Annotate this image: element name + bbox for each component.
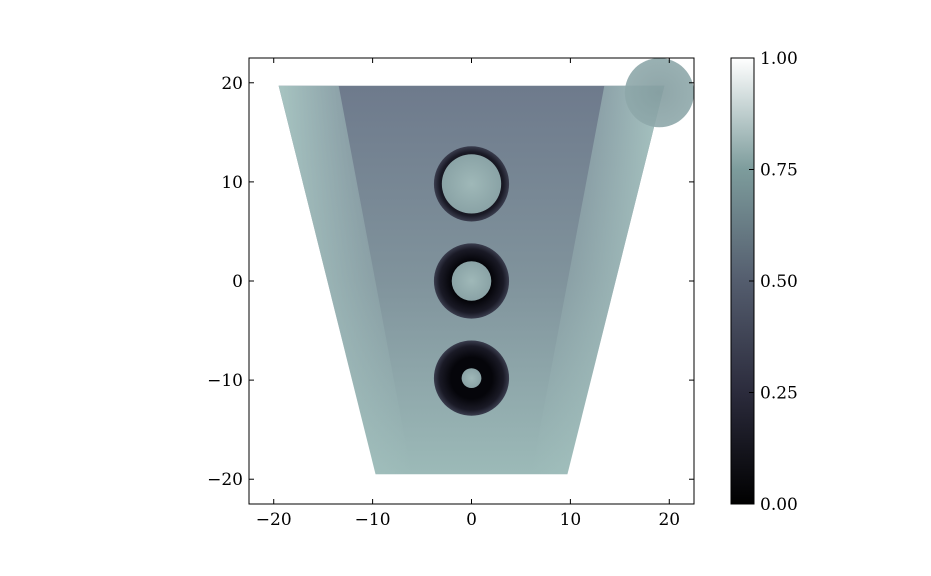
trapezoid-right-edge-glow xyxy=(531,85,665,475)
colorbar-ticks xyxy=(749,57,754,505)
colorbar-tick-label: 1.00 xyxy=(760,49,798,69)
colorbar xyxy=(731,58,754,504)
x-tick-label: 10 xyxy=(560,510,582,530)
colorbar-tick-labels: 0.00 0.25 0.50 0.75 1.00 xyxy=(760,49,798,515)
heatmap-image xyxy=(278,58,694,475)
corner-disk xyxy=(624,58,694,128)
colorbar-tick-label: 0.50 xyxy=(760,272,798,292)
hole-core-2 xyxy=(451,261,492,301)
axis-tick-labels: −20 −10 0 10 20 −20 −10 0 10 20 xyxy=(207,74,680,530)
x-tick-label: −20 xyxy=(256,510,292,530)
colorbar-tick-label: 0.75 xyxy=(760,161,798,181)
y-tick-label: 0 xyxy=(232,272,243,292)
hole-core-3 xyxy=(461,368,482,389)
hole-core-1 xyxy=(441,154,502,214)
axis-ticks xyxy=(249,58,694,504)
y-tick-label: −10 xyxy=(207,371,243,391)
colorbar-tick-label: 0.00 xyxy=(760,495,798,515)
colorbar-tick-label: 0.25 xyxy=(760,384,798,404)
trapezoid-left-edge-glow xyxy=(278,85,412,475)
x-tick-label: −10 xyxy=(355,510,391,530)
x-tick-label: 20 xyxy=(658,510,680,530)
y-tick-label: 10 xyxy=(221,173,243,193)
y-tick-label: 20 xyxy=(221,74,243,94)
x-tick-label: 0 xyxy=(466,510,477,530)
y-tick-label: −20 xyxy=(207,470,243,490)
